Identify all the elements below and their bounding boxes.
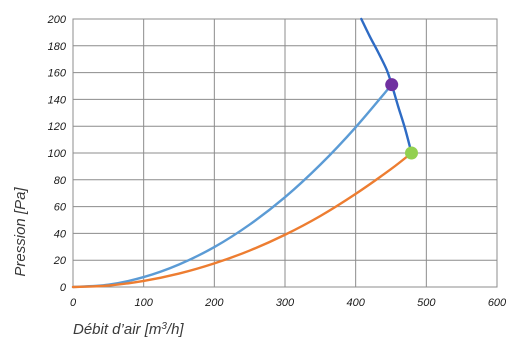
series-layer [71, 17, 413, 289]
x-tick-label: 200 [204, 297, 224, 309]
y-tick-label: 120 [48, 121, 67, 133]
operating-point-marker-1 [385, 78, 399, 92]
y-tick-label: 20 [53, 255, 67, 267]
y-tick-label: 40 [54, 228, 67, 240]
y-tick-label: 100 [48, 148, 67, 160]
y-tick-label: 160 [48, 68, 67, 80]
x-tick-label: 100 [134, 297, 153, 309]
series-line-1 [360, 17, 413, 155]
x-tick-label: 500 [417, 297, 436, 309]
x-tick-label: 0 [70, 297, 77, 309]
x-tick-label: 300 [276, 297, 295, 309]
y-tick-label: 60 [54, 202, 67, 214]
series-line-3 [71, 151, 413, 289]
y-tick-label: 0 [60, 282, 67, 294]
plot-frame [72, 18, 498, 288]
marker-layer [385, 78, 418, 160]
y-axis-label: Pression [Pa] [12, 187, 29, 277]
y-tick-label: 200 [47, 14, 67, 26]
x-tick-label: 600 [488, 297, 507, 309]
operating-point-marker-2 [404, 146, 418, 160]
x-tick-label: 400 [346, 297, 365, 309]
y-tick-label: 180 [48, 41, 67, 53]
series-line-2 [71, 83, 393, 289]
tick-layer: 0 20 40 60 80 100 120 140 160 180 200 0 100 200 300 400… [47, 14, 507, 309]
y-tick-label: 80 [54, 175, 67, 187]
grid-layer [72, 18, 498, 288]
x-axis-label: Débit d’air [m3/h] [73, 321, 184, 338]
y-tick-label: 140 [48, 94, 67, 106]
